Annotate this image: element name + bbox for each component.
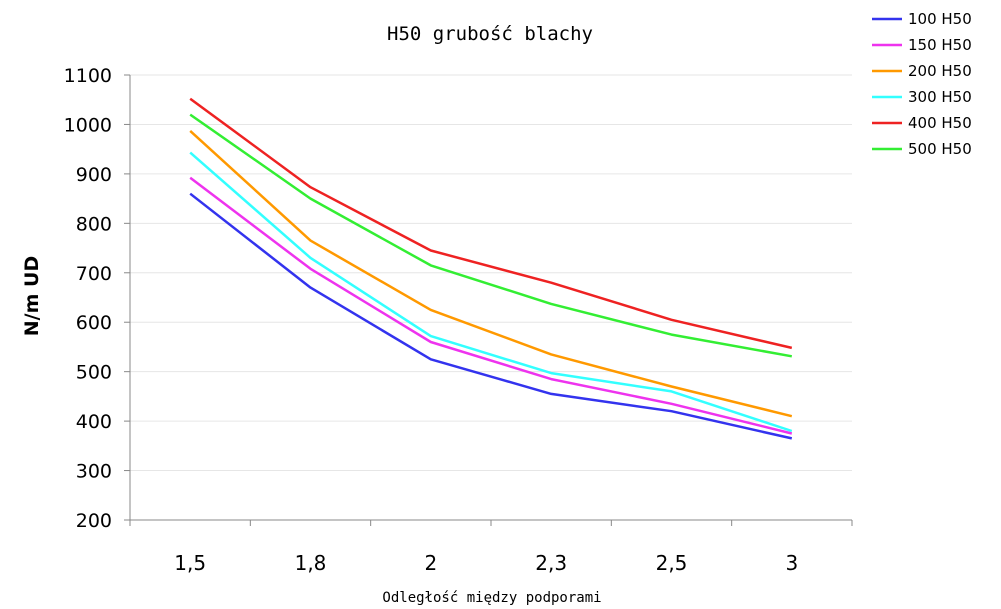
legend-label: 100 H50 xyxy=(908,10,972,28)
chart-title: H50 grubość blachy xyxy=(387,23,593,45)
y-tick-label: 900 xyxy=(76,164,112,186)
legend-label: 200 H50 xyxy=(908,62,972,80)
x-tick-label: 2,5 xyxy=(656,551,688,575)
x-tick-label: 1,8 xyxy=(295,551,327,575)
series-line xyxy=(189,176,793,435)
y-tick-label: 700 xyxy=(76,263,112,285)
y-tick-label: 1000 xyxy=(64,114,112,136)
series-line xyxy=(189,129,793,418)
series-line xyxy=(189,97,793,350)
legend-label: 300 H50 xyxy=(908,88,972,106)
x-tick-label: 1,5 xyxy=(174,551,206,575)
axes xyxy=(124,74,853,526)
x-tick-label: 3 xyxy=(785,551,798,575)
y-axis-label: N/m UD xyxy=(21,256,43,336)
x-axis-label: Odległość między podporami xyxy=(382,590,601,606)
legend: 100 H50 150 H50 200 H50 300 H50 400 H50 500 H… xyxy=(872,10,972,158)
x-tick-label: 2,3 xyxy=(535,551,567,575)
x-tick-label: 2 xyxy=(424,551,437,575)
series-line xyxy=(189,151,793,433)
legend-label: 500 H50 xyxy=(908,140,972,158)
y-tick-labels: 200 300 400 500 600 700 800 900 1000 1100 xyxy=(64,65,112,532)
series-line xyxy=(189,192,793,440)
y-tick-label: 400 xyxy=(76,411,112,433)
y-tick-label: 500 xyxy=(76,362,112,384)
series-line xyxy=(189,113,793,358)
y-tick-label: 800 xyxy=(76,213,112,235)
y-tick-label: 600 xyxy=(76,312,112,334)
legend-label: 150 H50 xyxy=(908,36,972,54)
x-tick-labels: 1,5 1,8 2 2,3 2,5 3 xyxy=(174,551,798,575)
series-lines xyxy=(189,97,793,440)
y-tick-label: 1100 xyxy=(64,65,112,87)
y-tick-label: 300 xyxy=(76,461,112,483)
legend-label: 400 H50 xyxy=(908,114,972,132)
y-tick-label: 200 xyxy=(76,510,112,532)
